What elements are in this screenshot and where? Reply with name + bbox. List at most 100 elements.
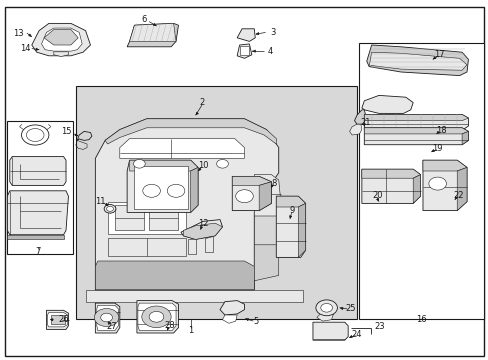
- Polygon shape: [10, 157, 66, 185]
- Polygon shape: [364, 128, 468, 145]
- Polygon shape: [205, 236, 212, 252]
- Ellipse shape: [307, 323, 317, 339]
- Text: 15: 15: [61, 127, 71, 136]
- Circle shape: [142, 306, 171, 328]
- Polygon shape: [95, 261, 254, 290]
- Circle shape: [235, 190, 253, 203]
- Polygon shape: [7, 235, 63, 239]
- Text: 28: 28: [164, 321, 175, 330]
- Polygon shape: [129, 23, 176, 41]
- Polygon shape: [107, 202, 185, 234]
- Bar: [149, 205, 178, 230]
- Ellipse shape: [309, 326, 315, 337]
- Polygon shape: [47, 312, 67, 327]
- Text: 9: 9: [289, 206, 294, 215]
- Circle shape: [94, 309, 119, 327]
- Bar: [76, 86, 356, 319]
- Text: 5: 5: [253, 317, 258, 325]
- Polygon shape: [220, 301, 244, 315]
- Polygon shape: [181, 220, 222, 239]
- Text: 3: 3: [270, 28, 275, 37]
- Polygon shape: [364, 114, 468, 130]
- Text: 18: 18: [435, 126, 446, 135]
- Polygon shape: [412, 175, 420, 203]
- Circle shape: [106, 206, 113, 211]
- Polygon shape: [354, 110, 366, 124]
- Polygon shape: [54, 52, 68, 57]
- Circle shape: [167, 184, 184, 197]
- Circle shape: [428, 177, 446, 190]
- Circle shape: [101, 313, 112, 322]
- Polygon shape: [254, 245, 278, 281]
- Polygon shape: [361, 169, 420, 178]
- Polygon shape: [188, 239, 195, 254]
- Polygon shape: [232, 176, 271, 185]
- Polygon shape: [190, 167, 198, 212]
- Polygon shape: [349, 124, 361, 135]
- Text: 14: 14: [20, 44, 31, 53]
- Bar: [7, 121, 73, 254]
- Bar: [359, 43, 483, 319]
- Polygon shape: [259, 182, 271, 211]
- Text: 23: 23: [373, 323, 384, 331]
- Polygon shape: [7, 191, 68, 235]
- Text: 10: 10: [197, 161, 208, 170]
- Text: 12: 12: [197, 219, 208, 228]
- Polygon shape: [461, 131, 468, 145]
- Polygon shape: [254, 175, 281, 216]
- Polygon shape: [312, 322, 347, 340]
- Circle shape: [133, 159, 145, 168]
- Polygon shape: [95, 119, 278, 290]
- Polygon shape: [422, 160, 466, 171]
- Text: 16: 16: [415, 315, 426, 324]
- Polygon shape: [222, 315, 237, 323]
- Text: 26: 26: [58, 315, 69, 324]
- Text: 7: 7: [36, 247, 41, 256]
- Text: 21: 21: [360, 118, 370, 127]
- Text: 27: 27: [106, 323, 117, 331]
- Polygon shape: [95, 303, 120, 333]
- Polygon shape: [366, 45, 468, 76]
- Text: 2: 2: [199, 98, 204, 107]
- Polygon shape: [44, 30, 78, 45]
- Polygon shape: [129, 160, 198, 171]
- Circle shape: [216, 159, 228, 168]
- Text: 19: 19: [431, 144, 442, 153]
- Bar: [115, 205, 144, 230]
- Polygon shape: [41, 28, 82, 51]
- Polygon shape: [361, 95, 412, 113]
- Polygon shape: [232, 176, 271, 211]
- Polygon shape: [97, 305, 118, 330]
- Text: 22: 22: [452, 191, 463, 199]
- Polygon shape: [32, 23, 90, 56]
- Polygon shape: [298, 203, 305, 257]
- Circle shape: [104, 204, 116, 213]
- Polygon shape: [364, 114, 468, 121]
- Polygon shape: [276, 196, 305, 207]
- Polygon shape: [183, 223, 222, 239]
- Polygon shape: [138, 303, 176, 330]
- Text: 20: 20: [371, 191, 382, 199]
- Polygon shape: [368, 52, 466, 70]
- Circle shape: [315, 300, 337, 316]
- Polygon shape: [120, 139, 244, 158]
- Circle shape: [149, 311, 163, 322]
- Polygon shape: [237, 44, 251, 58]
- Bar: [239, 46, 249, 55]
- Text: 17: 17: [433, 50, 444, 59]
- Polygon shape: [237, 29, 255, 41]
- Text: 11: 11: [95, 197, 105, 206]
- Text: 1: 1: [188, 326, 193, 335]
- Text: 13: 13: [13, 29, 24, 37]
- Circle shape: [320, 303, 332, 312]
- Polygon shape: [316, 314, 333, 321]
- Polygon shape: [46, 310, 68, 329]
- Text: 25: 25: [345, 305, 356, 313]
- Polygon shape: [105, 119, 276, 144]
- Polygon shape: [361, 169, 420, 203]
- Bar: [51, 315, 65, 324]
- Text: 6: 6: [142, 15, 146, 24]
- Polygon shape: [127, 160, 198, 212]
- Polygon shape: [107, 238, 185, 256]
- Text: 8: 8: [271, 179, 276, 188]
